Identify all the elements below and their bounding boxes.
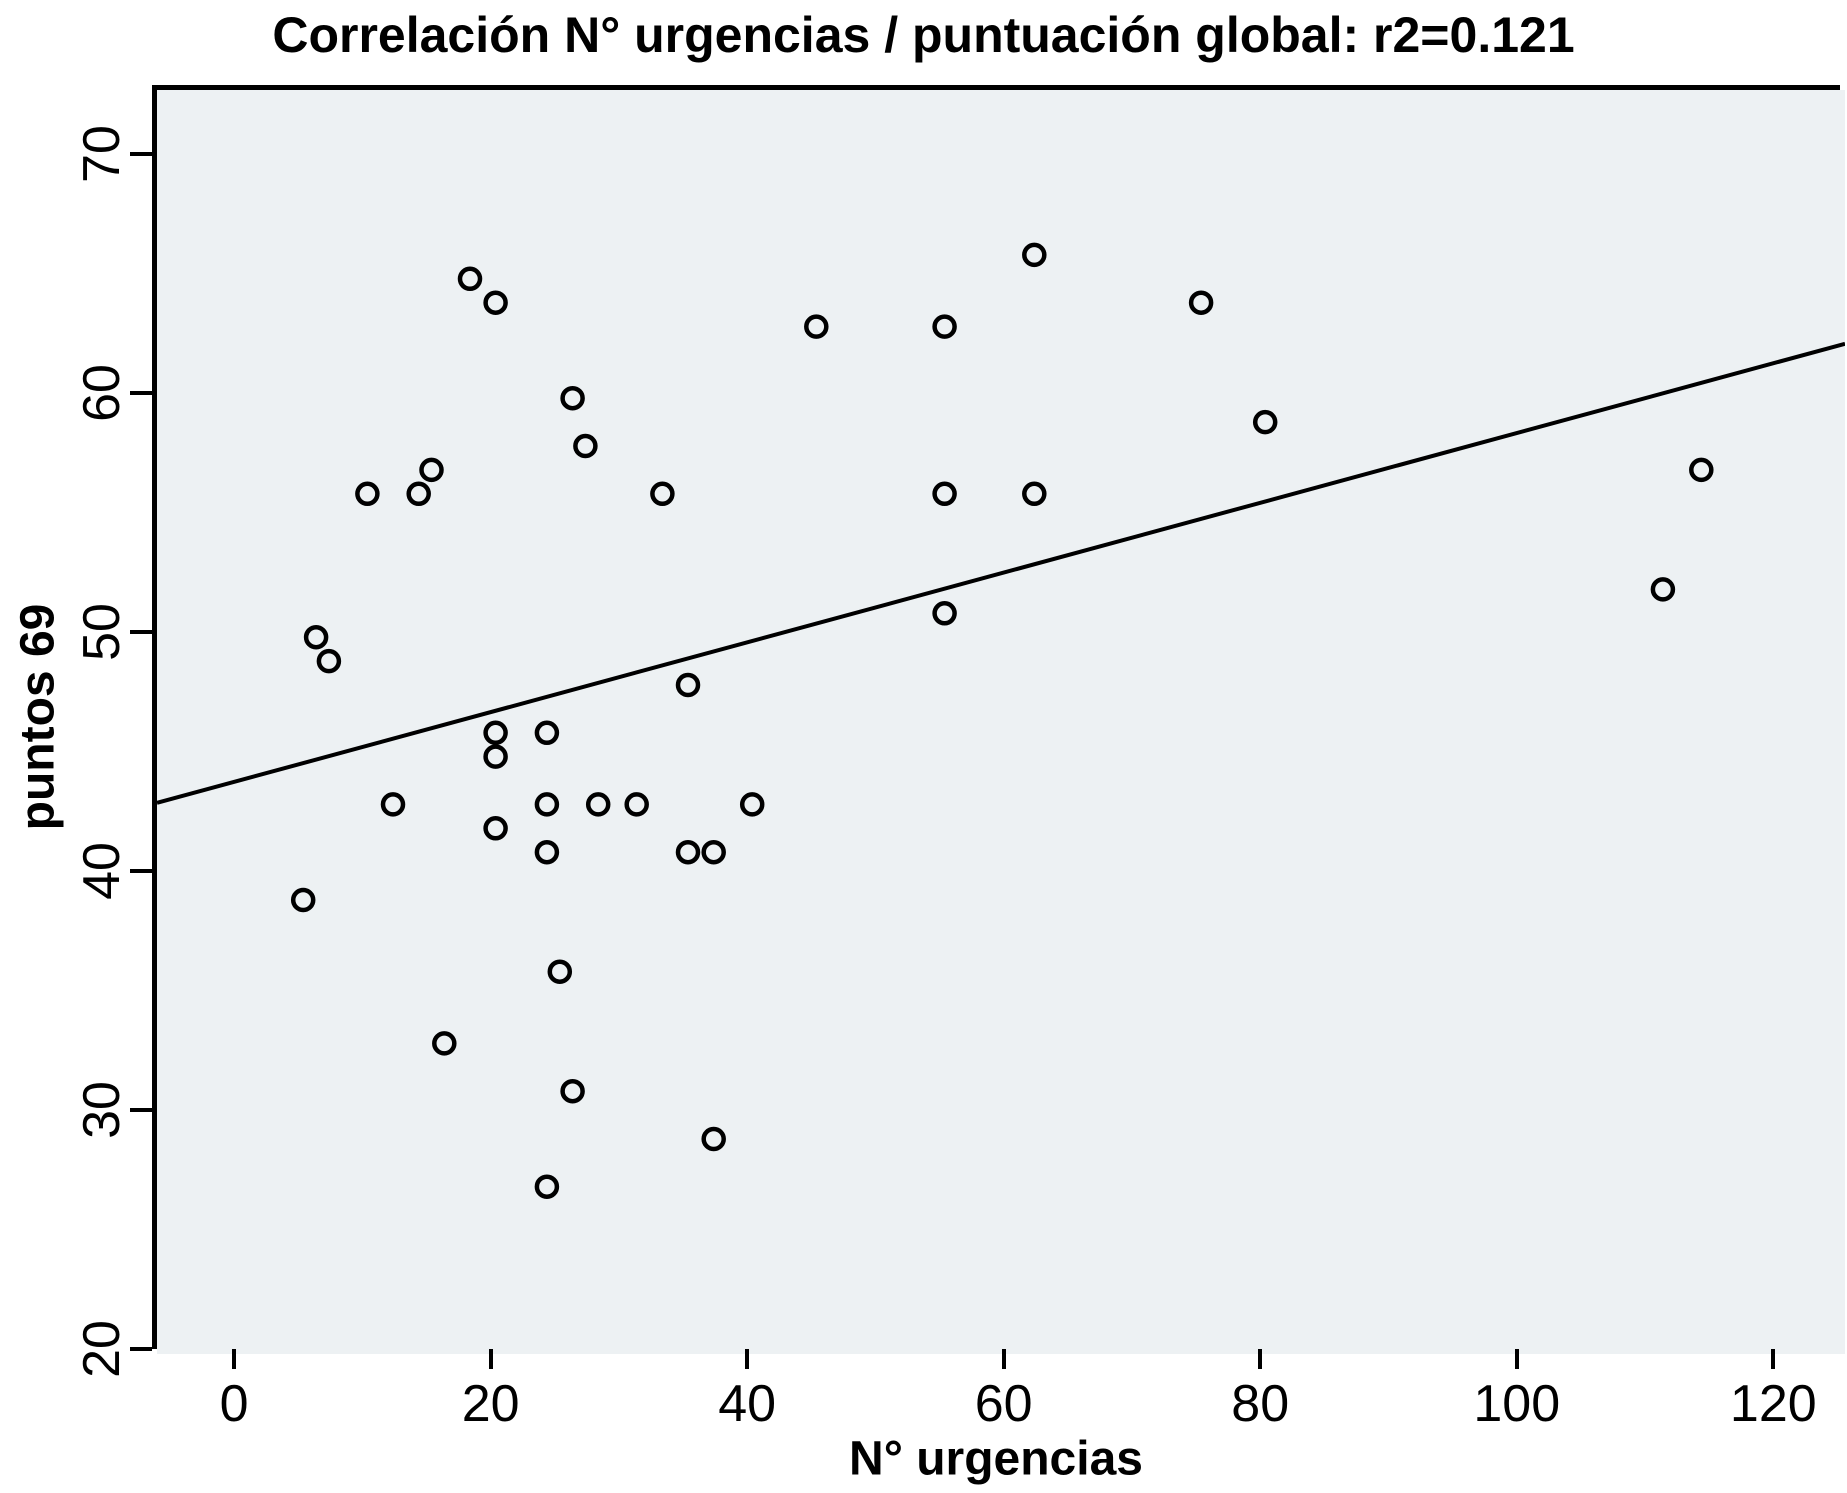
x-tick-label: 100 [1473, 1375, 1561, 1433]
y-tick-mark [130, 152, 152, 157]
data-point [1022, 481, 1047, 507]
data-point [547, 959, 573, 984]
data-point [560, 385, 585, 411]
data-point [932, 601, 957, 626]
data-point [483, 720, 508, 746]
data-point [675, 672, 701, 698]
data-point [406, 481, 431, 507]
data-point [932, 481, 957, 507]
y-tick-label: 60 [73, 364, 131, 423]
data-point [457, 266, 483, 292]
y-tick-mark [130, 1108, 152, 1113]
y-tick-label: 50 [73, 603, 131, 662]
y-axis-title: puntos 69 [11, 603, 65, 831]
x-tick-label: 0 [219, 1375, 249, 1433]
data-point [1650, 577, 1676, 602]
chart-title: Correlación N° urgencias / puntuación gl… [272, 7, 1575, 63]
data-point [1252, 409, 1278, 435]
x-tick-label: 40 [718, 1375, 777, 1433]
x-tick-mark [1771, 1349, 1776, 1369]
data-point [701, 839, 726, 865]
x-tick-mark [1514, 1349, 1519, 1369]
data-point [534, 1174, 560, 1199]
y-tick-mark [130, 391, 152, 396]
data-point [316, 648, 342, 674]
y-tick-label: 20 [73, 1320, 131, 1378]
x-tick-mark [232, 1349, 237, 1369]
x-tick-label: 120 [1729, 1375, 1817, 1433]
x-tick-mark [745, 1349, 750, 1369]
y-tick-mark [130, 630, 152, 635]
x-tick-label: 80 [1231, 1375, 1290, 1433]
data-point [650, 481, 675, 507]
data-point [1022, 242, 1047, 268]
data-point [432, 1031, 457, 1056]
plot-canvas [157, 90, 1845, 1354]
data-point [534, 792, 560, 817]
data-point [303, 624, 329, 650]
data-point [675, 839, 701, 865]
plot-area [152, 85, 1845, 1354]
data-point [624, 792, 649, 817]
x-tick-mark [488, 1349, 493, 1369]
data-point [355, 481, 380, 507]
data-point [1689, 457, 1714, 483]
x-tick-label: 60 [974, 1375, 1033, 1433]
data-point [534, 839, 560, 865]
data-point [483, 744, 508, 769]
data-point [290, 887, 316, 913]
x-tick-mark [1001, 1349, 1006, 1369]
x-axis-title: N° urgencias [849, 1432, 1143, 1486]
data-point [483, 290, 508, 315]
data-point [701, 1126, 726, 1152]
data-point [380, 792, 406, 817]
data-point [573, 433, 598, 459]
x-tick-mark [1258, 1349, 1263, 1369]
data-point [804, 314, 829, 339]
data-point [560, 1078, 585, 1104]
data-point [483, 816, 508, 841]
plot-background [157, 90, 1845, 1354]
data-point [1188, 290, 1214, 315]
x-tick-label: 20 [461, 1375, 520, 1433]
data-point [739, 792, 765, 817]
y-tick-mark [130, 1347, 152, 1351]
y-tick-label: 70 [73, 125, 131, 184]
y-tick-label: 40 [73, 842, 131, 901]
trendline [157, 341, 1845, 805]
data-point [932, 314, 957, 339]
data-point [419, 457, 444, 483]
y-tick-label: 30 [73, 1081, 131, 1139]
data-point [585, 792, 611, 817]
y-tick-mark [130, 869, 152, 874]
data-point [534, 720, 560, 746]
